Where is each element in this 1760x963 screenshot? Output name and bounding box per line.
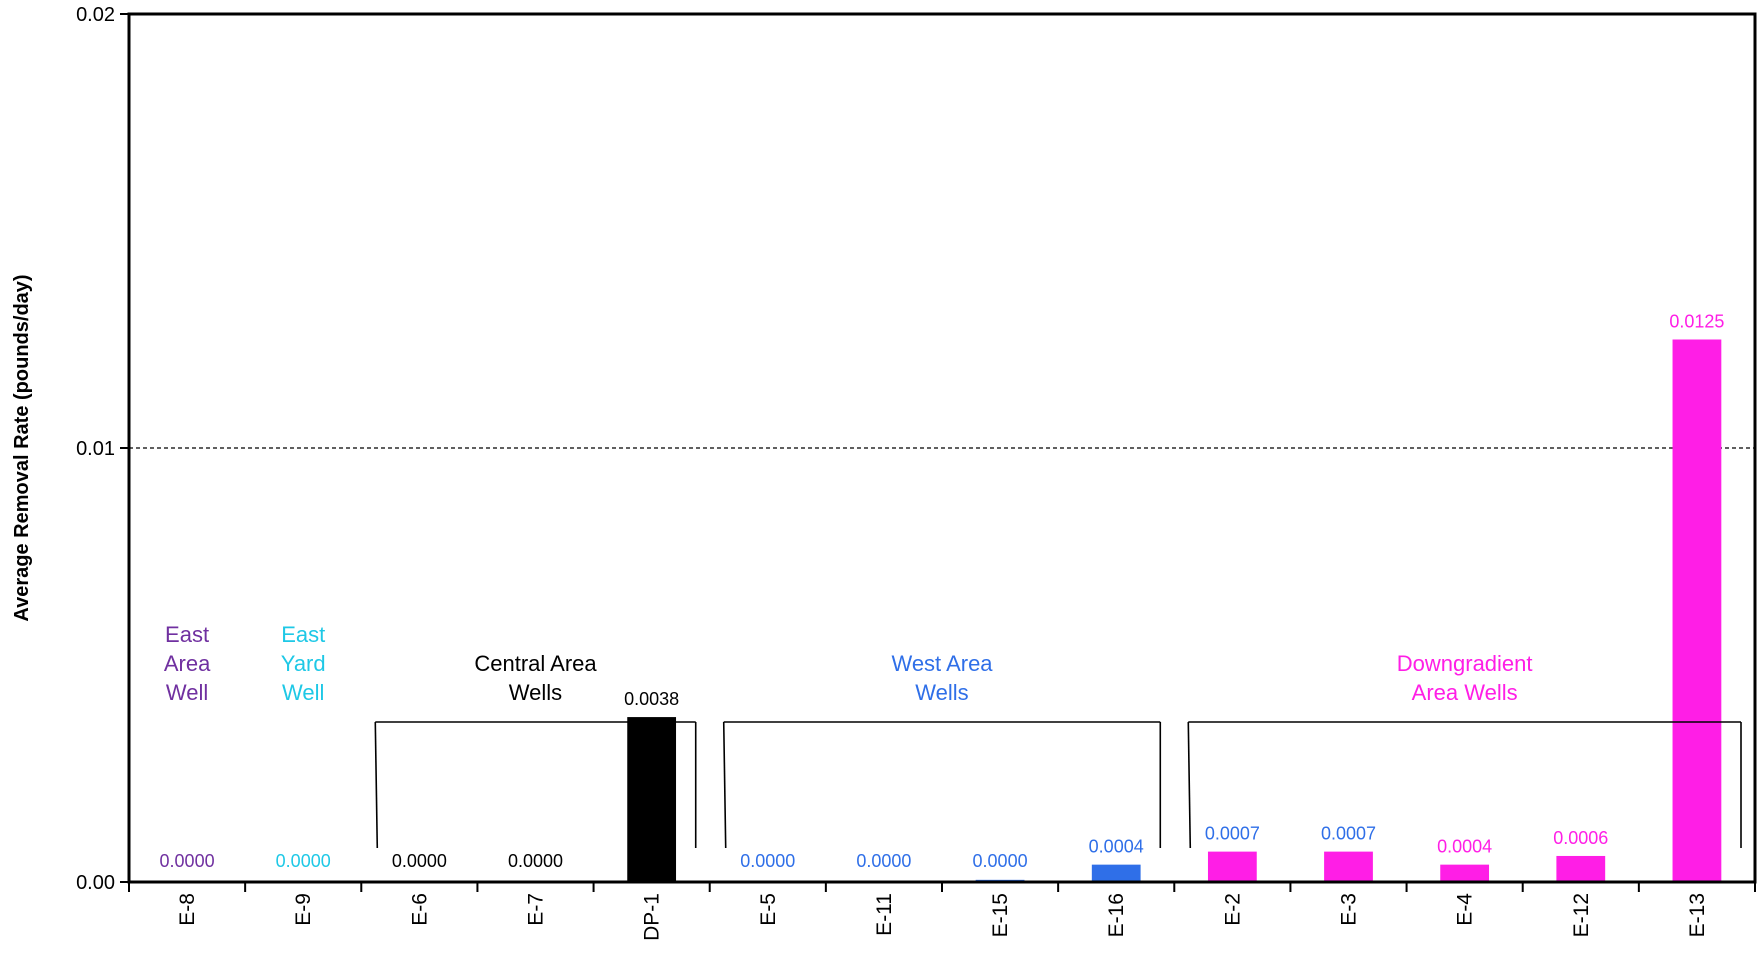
data-label: 0.0000 — [276, 851, 331, 871]
bar-e-13 — [1672, 339, 1722, 882]
data-label: 0.0004 — [1089, 837, 1144, 857]
x-tick-label: E-12 — [1570, 893, 1593, 937]
data-label: 0.0038 — [624, 689, 679, 709]
group-label: Downgradient — [1397, 651, 1533, 676]
data-label: 0.0000 — [160, 851, 215, 871]
bar-e-4 — [1440, 864, 1490, 882]
x-tick-label: E-4 — [1454, 893, 1477, 926]
y-axis-label: Average Removal Rate (pounds/day) — [11, 274, 33, 621]
bar-e-3 — [1324, 851, 1373, 882]
x-tick-label: DP-1 — [641, 893, 664, 941]
bar-e-12 — [1556, 855, 1606, 882]
value-labels: 0.0000 0.0000 0.0000 0.0000 0.0038 0.0000 0.00… — [160, 312, 1725, 872]
data-label: 0.0000 — [973, 851, 1028, 871]
data-label: 0.0000 — [392, 851, 447, 871]
group-annotations: East Area Well East Yard Well Central Area Well… — [164, 622, 1742, 849]
x-tick-label: E-15 — [989, 893, 1012, 937]
data-label: 0.0000 — [740, 851, 795, 871]
group-label: Wells — [509, 680, 562, 705]
data-label: 0.0007 — [1205, 824, 1260, 844]
x-tick-label: E-8 — [176, 893, 199, 926]
group-bracket — [374, 721, 379, 849]
x-tick-label: E-11 — [873, 893, 896, 936]
bar-e-2 — [1207, 851, 1257, 882]
x-axis: E-8 E-9 E-6 E-7 DP-1 E-5 E-11 E-15 E-16 E-2 E-3 E-4… — [128, 882, 1756, 941]
data-label: 0.0004 — [1437, 837, 1492, 857]
data-label: 0.0125 — [1669, 312, 1724, 332]
y-tick-label: 0.01 — [76, 438, 115, 460]
x-tick-label: E-6 — [408, 893, 431, 926]
bar-dp-1 — [627, 717, 677, 882]
group-label: East — [281, 622, 325, 647]
x-tick-label: E-5 — [757, 893, 780, 926]
group-label: Central Area — [474, 651, 597, 676]
group-label: Area Wells — [1412, 680, 1518, 705]
group-bracket — [1187, 721, 1192, 849]
x-tick-label: E-7 — [525, 893, 548, 926]
x-tick-label: E-13 — [1686, 893, 1709, 937]
bar-e-16 — [1091, 864, 1141, 882]
bars — [627, 339, 1722, 882]
data-label: 0.0000 — [856, 851, 911, 871]
group-label: West Area — [891, 651, 993, 676]
x-tick-label: E-16 — [1105, 893, 1128, 937]
x-tick-label: E-3 — [1338, 893, 1361, 926]
group-label: Well — [282, 680, 324, 705]
y-axis: 0.00 0.01 0.02 — [76, 4, 129, 894]
group-label: Yard — [281, 651, 326, 676]
group-label: Well — [166, 680, 208, 705]
group-label: East — [165, 622, 209, 647]
y-tick-label: 0.02 — [76, 4, 115, 26]
group-label: Area — [164, 651, 211, 676]
x-tick-label: E-2 — [1221, 893, 1244, 926]
data-label: 0.0006 — [1553, 828, 1608, 848]
group-label: Wells — [915, 680, 968, 705]
y-tick-label: 0.00 — [76, 872, 115, 894]
x-tick-label: E-9 — [292, 893, 315, 926]
data-label: 0.0000 — [508, 851, 563, 871]
data-label: 0.0007 — [1321, 824, 1376, 844]
group-bracket — [722, 721, 727, 849]
